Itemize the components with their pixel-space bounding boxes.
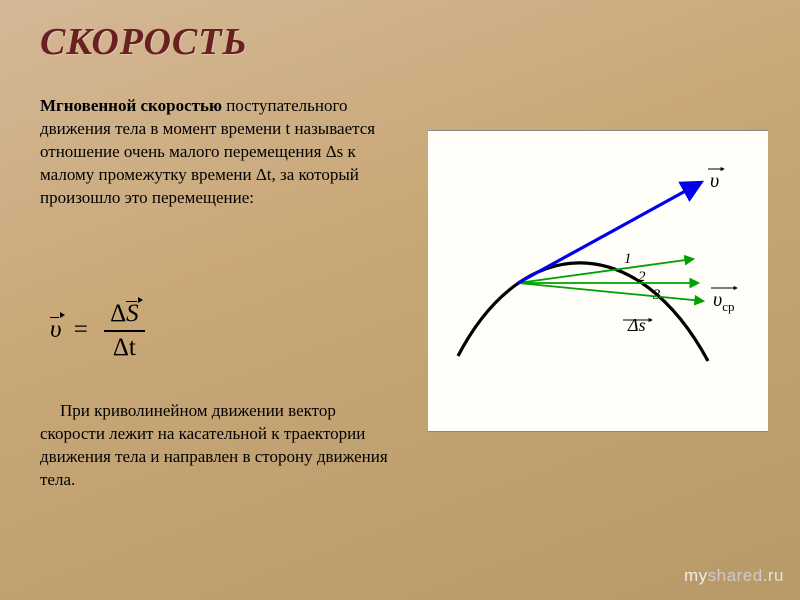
watermark-my: my [684,566,708,585]
svg-text:2: 2 [638,269,646,285]
formula-lhs: υ [50,316,61,344]
svg-text:Δs: Δs [627,315,646,335]
velocity-diagram: 123 υ υср Δs [428,130,768,432]
svg-text:3: 3 [652,287,661,303]
formula-fraction: ΔS Δt [104,300,145,362]
formula-denominator: Δt [104,332,145,362]
definition-term: Мгновенной скоростью [40,96,222,115]
formula-num-s: S [126,300,139,328]
svg-text:1: 1 [624,251,632,267]
watermark-shared: shared [708,566,763,585]
diagram-svg: 123 υ υср Δs [428,131,768,431]
formula-numerator: ΔS [104,300,145,332]
formula-num-delta: Δ [110,300,126,327]
formula-equals: = [74,316,88,343]
definition-paragraph: Мгновенной скоростью поступательного дви… [40,95,380,210]
svg-text:υср: υср [713,289,734,314]
note-paragraph: При криволинейном движении вектор скорос… [40,400,390,492]
watermark: myshared.ru [684,566,784,586]
svg-text:υ: υ [710,170,719,192]
page-title: СКОРОСТЬ [40,20,248,64]
velocity-formula: υ = ΔS Δt [50,300,149,362]
watermark-ru: .ru [763,566,784,585]
